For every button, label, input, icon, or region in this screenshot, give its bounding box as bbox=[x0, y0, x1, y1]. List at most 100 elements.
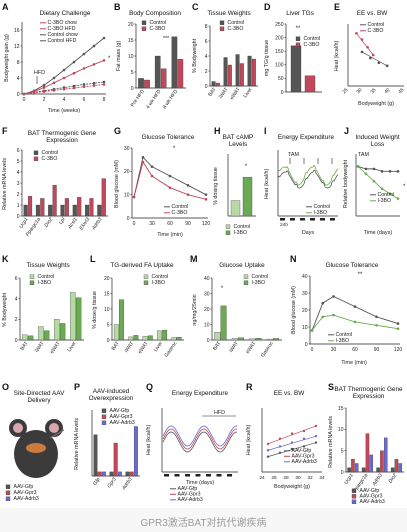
h-bar bbox=[230, 200, 241, 217]
m-bar bbox=[266, 338, 273, 341]
panel-o-label: O bbox=[2, 382, 10, 392]
f-bar bbox=[77, 197, 82, 217]
i-series-line bbox=[277, 169, 339, 189]
panel-j-title: Induced Weight Loss bbox=[355, 134, 400, 148]
f-legend-swatch bbox=[33, 150, 39, 155]
q-legend-label: AAV-Gfp bbox=[178, 486, 198, 492]
k-bar bbox=[59, 323, 66, 341]
k-legend-swatch bbox=[29, 280, 35, 285]
d-ylabel: mg TG/g tissue bbox=[264, 40, 270, 76]
n-star: ** bbox=[358, 272, 363, 278]
n-ylabel: Blood glucose (mM) bbox=[291, 286, 297, 334]
s-legend-label: AAV-Adrb3 bbox=[360, 499, 385, 505]
g-xlabel: Time (min) bbox=[157, 232, 183, 238]
panel-o: O Site-Directed AAV Delivery AAV-Gfp AAV-… bbox=[0, 380, 72, 508]
n-xlabel: Time (min) bbox=[341, 360, 367, 366]
l-ytick-label: 10 bbox=[104, 307, 110, 313]
g-legend-label: Control bbox=[172, 204, 189, 210]
c-ytick-label: 4 bbox=[205, 54, 208, 60]
f-category-label: Adrb3 bbox=[90, 217, 103, 232]
a-ytick-label: 4 bbox=[17, 76, 20, 82]
p-bar bbox=[101, 471, 106, 477]
e-legend-label: Control bbox=[368, 22, 385, 28]
p-legend-swatch bbox=[101, 420, 107, 425]
m-ytick-label: 40 bbox=[204, 276, 210, 282]
n-ytick-label: 40 bbox=[302, 274, 308, 280]
a-xtick-label: 8 bbox=[103, 97, 106, 103]
f-bar bbox=[35, 204, 40, 217]
g-series-line bbox=[133, 156, 207, 198]
s-legend-label: AAV-Gpr3 bbox=[360, 494, 383, 500]
h-legend-label: Control bbox=[234, 224, 251, 230]
e-xtick-label: 40 bbox=[383, 87, 391, 95]
p-bar bbox=[117, 471, 122, 477]
q-day-bar bbox=[206, 474, 211, 477]
n-point bbox=[353, 305, 357, 308]
s-ytick-label: 0 bbox=[341, 470, 344, 476]
m-legend-swatch bbox=[243, 280, 249, 285]
b-ylabel: Fat mass (g) bbox=[116, 41, 122, 71]
f-ytick-label: 4 bbox=[17, 170, 20, 176]
e-xtick-label: 25 bbox=[341, 87, 349, 95]
k-ylabel: % Bodyweight bbox=[2, 292, 8, 327]
c-category-label: iWAT bbox=[218, 87, 230, 100]
d-legend-swatch bbox=[295, 36, 301, 41]
l-bar bbox=[119, 299, 124, 341]
k-category-label: iWAT bbox=[34, 341, 46, 354]
a-point bbox=[42, 83, 46, 87]
chart-q: HFD Heat (kcal/h) Time (days)AAV-GfpAAV-Gp… bbox=[146, 408, 238, 503]
k-bar bbox=[27, 335, 34, 341]
f-bar bbox=[27, 196, 33, 217]
k-ytick-label: 4 bbox=[15, 296, 18, 302]
q-ylabel: Heat (kcal/h) bbox=[146, 425, 152, 456]
f-ytick-label: 6 bbox=[17, 148, 20, 154]
panel-s-title: BAT Thermogenic Gene Expression bbox=[334, 386, 403, 400]
panel-l-label: L bbox=[90, 254, 96, 264]
panel-l: L TG-derived FA Uptake BAT iWAT eWAT Liver G… bbox=[88, 252, 188, 376]
i-day-bar bbox=[320, 218, 325, 221]
g-point bbox=[150, 165, 154, 168]
panel-a-label: A bbox=[2, 2, 9, 12]
e-xtick-label: 45 bbox=[397, 87, 405, 95]
r-fit-line bbox=[267, 435, 317, 451]
p-bar bbox=[109, 471, 114, 477]
m-ytick-label: 30 bbox=[204, 291, 210, 297]
a-point bbox=[92, 44, 96, 48]
k-bar bbox=[38, 326, 44, 341]
a-legend-label: C-3BO chow bbox=[48, 20, 78, 26]
d-bar bbox=[304, 75, 316, 93]
a-point bbox=[82, 83, 86, 86]
chart-a: 0 4 8 12 16 Bodyweight gain (g) Time (weeks) 0 2… bbox=[4, 20, 111, 114]
a-point bbox=[102, 83, 106, 86]
panel-c-label: C bbox=[192, 2, 199, 12]
e-fit-line bbox=[361, 51, 388, 67]
c-legend-label: Control bbox=[228, 20, 245, 26]
j-ylabel: Relative bodyweight bbox=[343, 159, 349, 208]
panel-j-label: J bbox=[344, 126, 350, 136]
panel-d-label: D bbox=[264, 2, 271, 12]
panel-f-label: F bbox=[2, 126, 8, 136]
g-xtick-label: 0 bbox=[133, 221, 136, 227]
s-category-label: Ucp1 bbox=[343, 473, 355, 486]
f-bar bbox=[23, 204, 28, 217]
k-legend-label: Control bbox=[38, 274, 55, 280]
s-bar bbox=[361, 467, 366, 473]
s-bar bbox=[394, 459, 399, 473]
i-legend-label: I-3BO bbox=[314, 210, 328, 216]
panel-h: H BAT cAMP Levels % dosing tissue * Contro… bbox=[212, 124, 262, 248]
f-category-label: Elovl3 bbox=[78, 217, 91, 232]
a-star: * bbox=[108, 56, 111, 62]
d-ytick-label: 0 bbox=[281, 90, 284, 96]
f-legend-label: C-3BO bbox=[42, 156, 58, 162]
a-point bbox=[92, 81, 96, 85]
r-legend-label: AAV-Gfp bbox=[292, 448, 312, 454]
f-bar bbox=[101, 178, 106, 217]
g-point bbox=[186, 193, 190, 196]
i-day-bar bbox=[280, 218, 285, 221]
s-legend-swatch bbox=[351, 499, 357, 504]
bat-depot bbox=[26, 443, 46, 453]
m-bar bbox=[249, 338, 256, 341]
panel-b-title: Body Composition bbox=[129, 10, 181, 17]
panel-n-label: N bbox=[290, 254, 297, 264]
a-ytick-label: 8 bbox=[17, 60, 20, 66]
